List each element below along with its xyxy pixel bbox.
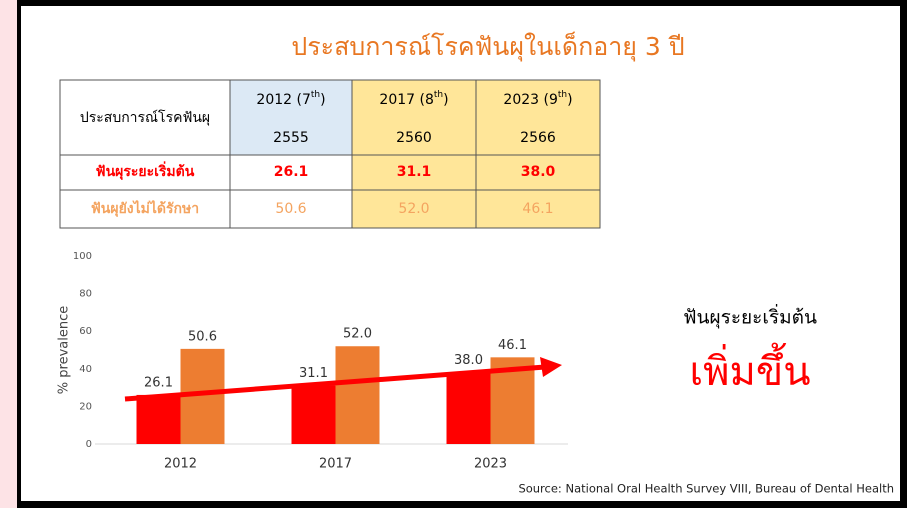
slide-title: ประสบการณ์โรคฟันผุในเด็กอายุ 3 ปี: [291, 31, 684, 62]
header-cell-bg: [230, 80, 352, 155]
header-text: 2023 (9: [503, 92, 557, 108]
table-grid: [59, 79, 601, 229]
bar: [136, 394, 181, 444]
table-cell: 31.1: [397, 164, 432, 180]
bar: [291, 385, 336, 444]
column-year: 2566: [520, 130, 556, 146]
y-tick-label: 60: [79, 326, 92, 337]
trend-arrow: [124, 364, 546, 402]
data-label: 26.1: [144, 375, 173, 390]
table-cell: 46.1: [522, 201, 553, 217]
column-header: 2017 (8th): [379, 90, 448, 109]
header-ordinal: th: [558, 90, 567, 100]
y-tick-label: 80: [79, 289, 92, 300]
column-year: 2555: [273, 130, 309, 146]
header-text: ): [567, 92, 572, 108]
table-cell: 50.6: [275, 201, 306, 217]
x-tick-label: 2017: [319, 457, 352, 472]
y-tick-label: 20: [79, 401, 92, 412]
data-label: 52.0: [343, 327, 372, 342]
y-tick-label: 40: [79, 364, 92, 375]
annotation-line: ฟันผุระยะเริ่มต้น: [683, 304, 817, 330]
column-year: 2560: [396, 130, 432, 146]
x-tick-label: 2023: [474, 457, 507, 472]
y-axis-label: % prevalence: [57, 306, 72, 394]
column-header: 2012 (7th): [256, 90, 325, 109]
data-label: 31.1: [299, 366, 328, 381]
table-corner: ประสบการณ์โรคฟันผุ: [80, 109, 210, 126]
header-ordinal: th: [434, 90, 443, 100]
bar: [335, 346, 380, 444]
data-label: 50.6: [188, 329, 217, 344]
header-ordinal: th: [311, 90, 320, 100]
row-label: ฟันผุยังไม่ได้รักษา: [91, 199, 199, 217]
table-cell: 26.1: [274, 164, 309, 180]
source-note: Source: National Oral Health Survey VIII…: [518, 482, 894, 496]
column-header: 2023 (9th): [503, 90, 572, 109]
header-text: ): [320, 92, 325, 108]
side-strip: [0, 0, 17, 508]
x-tick-label: 2012: [164, 457, 197, 472]
y-tick-label: 100: [73, 251, 92, 262]
trend-arrow-head: [540, 357, 562, 377]
annotation-emphasis: เพิ่มขึ้น: [689, 342, 810, 395]
table-cell: 52.0: [398, 201, 429, 217]
header-text: ): [443, 92, 448, 108]
y-tick-label: 0: [86, 439, 92, 450]
table: ประสบการณ์โรคฟันผุ: [59, 79, 601, 229]
table-cell: 38.0: [521, 164, 556, 180]
data-label: 38.0: [454, 353, 483, 368]
header-text: 2017 (8: [379, 92, 433, 108]
row-label: ฟันผุระยะเริ่มต้น: [96, 161, 195, 180]
data-label: 46.1: [498, 338, 527, 353]
header-text: 2012 (7: [256, 92, 310, 108]
bar: [446, 372, 491, 444]
